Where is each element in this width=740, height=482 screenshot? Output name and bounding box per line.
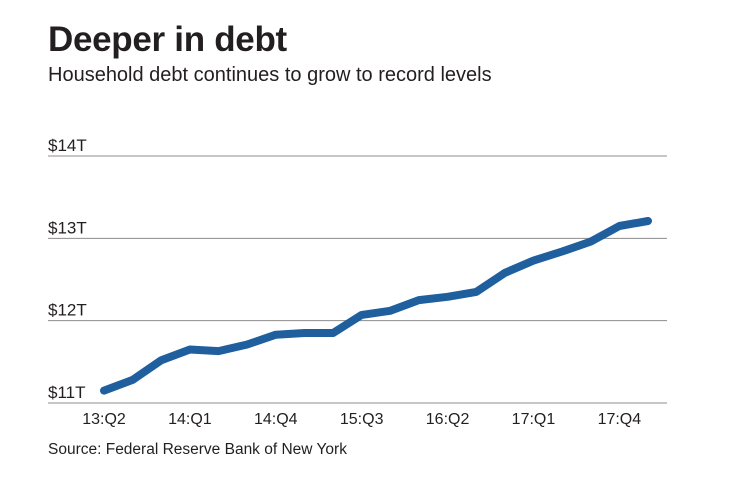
x-tick-label: 17:Q4 <box>598 411 642 428</box>
y-tick-label: $11T <box>48 383 86 402</box>
y-tick-label: $13T <box>48 218 87 237</box>
x-tick-label: 13:Q2 <box>82 411 126 428</box>
data-point <box>104 390 105 391</box>
data-point <box>533 260 534 261</box>
data-point <box>189 349 190 350</box>
gridlines <box>48 155 667 404</box>
data-point <box>648 221 649 222</box>
x-tick-label: 17:Q1 <box>512 411 556 428</box>
data-point <box>218 351 219 352</box>
data-point <box>418 300 419 301</box>
data-point <box>476 291 477 292</box>
data-point <box>619 225 620 226</box>
y-axis-tick-labels: $11T $12T $13T $14T <box>48 136 87 402</box>
y-tick-label: $14T <box>48 136 87 155</box>
source-note: Source: Federal Reserve Bank of New York <box>48 441 347 458</box>
series-line-0 <box>100 217 652 395</box>
data-point <box>161 360 162 361</box>
x-tick-label: 14:Q4 <box>254 411 298 428</box>
data-point <box>333 333 334 334</box>
x-axis-tick-labels: 13:Q2 14:Q1 14:Q4 15:Q3 16:Q2 17:Q1 17:Q4 <box>82 411 641 428</box>
x-tick-label: 16:Q2 <box>426 411 470 428</box>
data-point <box>275 334 276 335</box>
data-point <box>361 314 362 315</box>
data-point <box>132 379 133 380</box>
data-point <box>447 296 448 297</box>
x-tick-label: 14:Q1 <box>168 411 212 428</box>
data-point <box>247 344 248 345</box>
y-tick-label: $12T <box>48 301 87 320</box>
data-point <box>590 241 591 242</box>
series-group <box>100 217 652 395</box>
chart-title: Deeper in debt <box>48 20 287 59</box>
data-point <box>390 310 391 311</box>
data-point <box>504 272 505 273</box>
x-tick-label: 15:Q3 <box>340 411 384 428</box>
data-point <box>562 251 563 252</box>
chart-subtitle: Household debt continues to grow to reco… <box>48 64 492 86</box>
data-point <box>304 333 305 334</box>
